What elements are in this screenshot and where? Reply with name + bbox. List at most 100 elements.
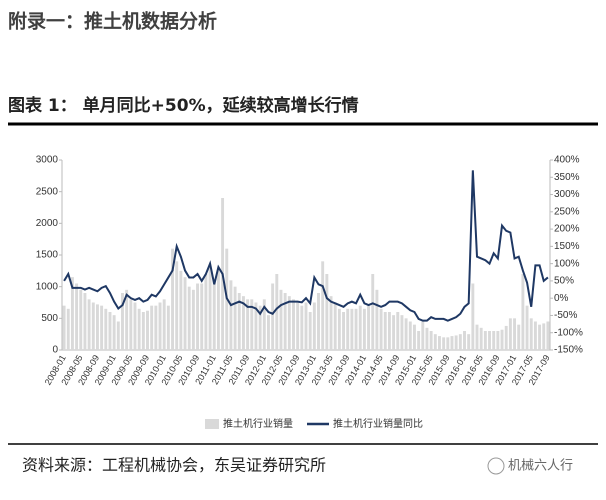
bar <box>483 331 487 350</box>
y-tick-label: 1500 <box>36 250 59 261</box>
bar <box>246 299 250 350</box>
bar <box>208 267 212 350</box>
y2-tick-label: 350% <box>554 172 580 183</box>
bar <box>200 283 204 350</box>
y-tick-label: 3000 <box>36 155 59 166</box>
bar <box>387 312 391 350</box>
bar <box>87 299 91 350</box>
bar <box>504 325 508 350</box>
watermark-icon <box>487 457 505 475</box>
bar <box>362 308 366 350</box>
bar <box>229 280 233 350</box>
bar <box>108 312 112 350</box>
bar <box>121 293 124 350</box>
bar <box>271 283 275 350</box>
bar <box>471 283 475 350</box>
bar <box>508 318 512 350</box>
bar <box>154 305 158 350</box>
bar <box>404 318 408 350</box>
y2-tick-label: 250% <box>554 206 580 217</box>
y-tick-label: 2500 <box>36 186 59 197</box>
bar <box>442 337 446 350</box>
bar <box>421 321 425 350</box>
bar <box>179 270 183 350</box>
bar <box>337 308 341 350</box>
bar <box>408 321 412 350</box>
bar <box>91 302 95 350</box>
source: 资料来源：工程机械协会，东吴证券研究所 <box>22 456 326 475</box>
bar <box>479 327 483 350</box>
y-tick-label: 0 <box>52 345 58 356</box>
bar <box>517 324 521 350</box>
bar <box>212 280 216 350</box>
bar <box>283 293 287 350</box>
bar <box>392 315 396 350</box>
bar <box>317 293 320 350</box>
bar <box>250 299 254 350</box>
bar <box>141 312 145 350</box>
bar <box>321 261 325 350</box>
y2-tick-label: 400% <box>554 155 580 166</box>
bar <box>463 331 466 350</box>
bar <box>62 305 66 350</box>
bar <box>304 302 308 350</box>
bar <box>267 315 270 350</box>
legend-label: 推土机行业销量同比 <box>333 417 423 430</box>
bar <box>79 289 83 350</box>
bar <box>325 274 329 350</box>
line <box>63 170 549 322</box>
bar <box>254 302 258 350</box>
bar <box>358 305 362 350</box>
bar <box>496 331 500 350</box>
bar <box>525 305 529 350</box>
bar <box>116 321 120 350</box>
y2-tick-label: 50% <box>554 276 574 287</box>
legend-label: 推土机行业销量 <box>223 417 293 430</box>
bar <box>66 308 70 350</box>
bar <box>237 293 241 350</box>
bar <box>95 304 99 350</box>
bar <box>262 299 266 350</box>
heading: 附录一：推土机数据分析 <box>8 10 217 33</box>
bar <box>354 308 358 350</box>
bar <box>538 324 542 350</box>
bar <box>329 296 333 350</box>
bar <box>308 312 312 350</box>
bar <box>296 302 300 350</box>
bar <box>521 274 525 350</box>
bar <box>467 334 471 350</box>
bar <box>137 308 141 350</box>
y2-tick-label: 100% <box>554 258 580 269</box>
bar <box>70 277 74 350</box>
bar <box>454 335 458 350</box>
y2-tick-label: 0% <box>554 293 569 304</box>
bar <box>333 302 337 350</box>
bar <box>312 302 316 350</box>
bar <box>133 302 137 350</box>
bar <box>125 289 129 350</box>
watermark: 机械六人行 <box>508 459 573 474</box>
bar <box>542 323 546 350</box>
bar <box>500 329 504 350</box>
bar <box>196 283 200 350</box>
bar <box>258 305 262 350</box>
bar <box>446 337 450 350</box>
bar <box>342 312 345 350</box>
bar <box>104 308 108 350</box>
bar <box>75 283 79 350</box>
bar <box>529 318 533 350</box>
bar <box>241 296 245 350</box>
bar <box>300 305 304 350</box>
bar <box>146 310 149 350</box>
bar <box>83 293 87 350</box>
bar <box>162 299 166 350</box>
bar <box>492 331 496 350</box>
bar <box>183 277 187 350</box>
bar <box>171 248 174 350</box>
bar <box>158 302 162 350</box>
y2-tick-label: -50% <box>554 310 577 321</box>
bar <box>112 315 116 350</box>
y-tick-label: 500 <box>41 313 58 324</box>
bar <box>216 267 220 350</box>
